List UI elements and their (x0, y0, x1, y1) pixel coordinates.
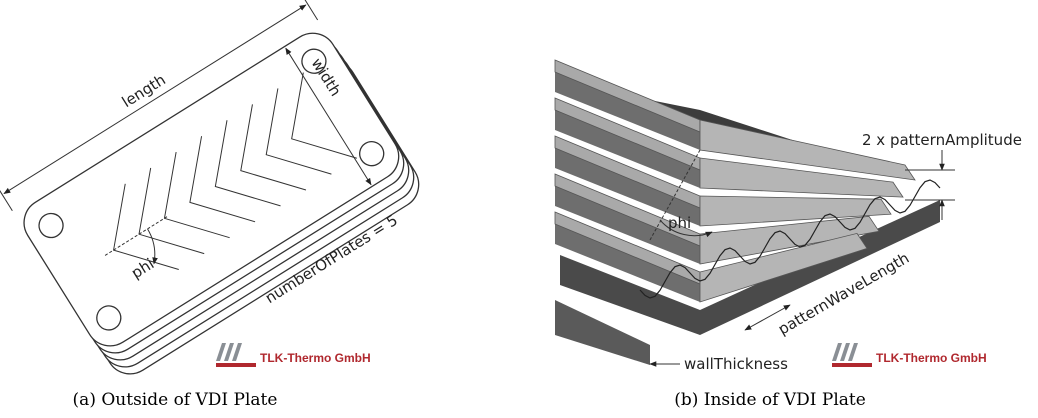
plate-stack (15, 24, 428, 383)
logo-text: TLK-Thermo GmbH (260, 351, 371, 365)
label-length: length (119, 71, 169, 112)
caption: (a) Outside of VDI Plate (73, 390, 278, 410)
figure: length width numberOfPlates = 5 phi TLK-… (0, 0, 1038, 418)
logo: TLK-Thermo GmbH (832, 343, 987, 367)
logo-text: TLK-Thermo GmbH (876, 351, 987, 365)
caption: (b) Inside of VDI Plate (674, 390, 866, 410)
label-pattern-amplitude: 2 x patternAmplitude (862, 131, 1022, 149)
label-wall-thickness: wallThickness (684, 355, 788, 373)
logo: TLK-Thermo GmbH (216, 343, 371, 367)
label-phi: phi (668, 214, 691, 232)
corrugated-sheets (555, 60, 940, 365)
